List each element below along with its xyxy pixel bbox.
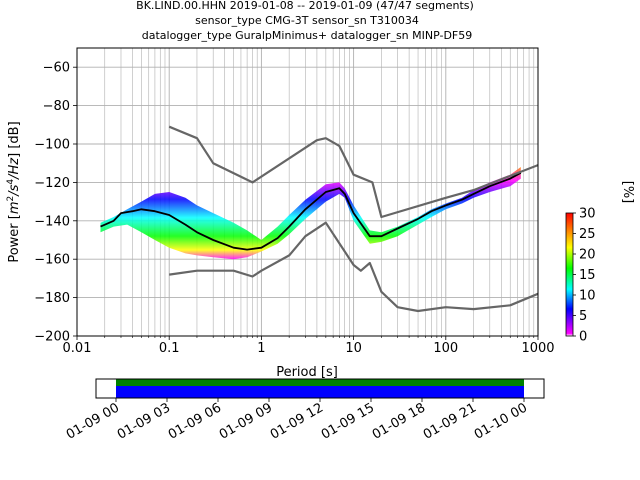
x-tick-label: 1	[257, 341, 265, 356]
y-tick-label: −60	[43, 61, 70, 76]
timeline-tick-label: 01-10 00	[472, 400, 530, 442]
x-tick-label: 0.01	[63, 341, 92, 356]
timeline-tick-label: 01-09 12	[268, 400, 326, 442]
colorbar-tick-label: 20	[579, 248, 596, 263]
timeline-tick-label: 01-09 18	[370, 400, 428, 442]
y-axis-ticks: −200 −180 −160 −140 −120 −100 −80 −60	[34, 61, 77, 345]
y-tick-label: −100	[34, 138, 70, 153]
x-axis-ticks: 0.01 0.1 1 10 100 1000	[63, 336, 555, 356]
timeline-tick-label: 01-09 09	[217, 400, 275, 442]
colorbar-tick-label: 15	[579, 268, 596, 283]
colorbar: 0 5 10 15 20 25 30 [%]	[565, 181, 635, 345]
colorbar-tick-label: 10	[579, 289, 596, 304]
series-lines	[100, 125, 538, 313]
y-tick-label: −120	[34, 176, 70, 191]
plot-background	[77, 48, 538, 336]
x-axis-label: Period [s]	[276, 365, 338, 380]
x-tick-label: 100	[433, 341, 458, 356]
x-tick-label: 10	[345, 341, 362, 356]
x-tick-label: 1000	[521, 341, 554, 356]
plot-frame	[76, 47, 539, 337]
colorbar-label: [%]	[620, 181, 635, 204]
colorbar-tick-label: 30	[579, 207, 596, 222]
y-axis-label: Power [m2/s4/Hz] [dB]	[6, 121, 22, 262]
y-tick-label: −160	[34, 253, 70, 268]
colorbar-tick-label: 25	[579, 227, 596, 242]
ppsd-axes: 0.01 0.1 1 10 100 1000 −200 −180 −160 −140 −120 −1…	[6, 47, 555, 380]
y-tick-label: −140	[34, 214, 70, 229]
x-tick-label: 0.1	[159, 341, 180, 356]
y-tick-label: −200	[34, 330, 70, 345]
timeline-tick-label: 01-09 21	[421, 400, 479, 442]
timeline-tick-label: 01-09 15	[319, 400, 377, 442]
colorbar-tick-label: 5	[579, 309, 587, 324]
chart-title-line2: sensor_type CMG-3T sensor_sn T310034	[195, 14, 419, 27]
colorbar-ticks: 0 5 10 15 20 25 30	[573, 207, 596, 345]
nlnm-line	[169, 221, 538, 313]
y-tick-label: −180	[34, 291, 70, 306]
mode-line	[100, 172, 522, 251]
chart-title-line3: datalogger_type GuralpMinimus+ datalogge…	[142, 29, 473, 42]
colorbar-tick-label: 0	[579, 330, 587, 345]
timeline-tick-label: 01-09 06	[166, 400, 224, 442]
chart-title-line1: BK.LIND.00.HHN 2019-01-08 -- 2019-01-09 …	[136, 0, 474, 12]
timeline-tick-label: 01-09 03	[115, 400, 173, 442]
timeline-tick-label: 01-09 00	[64, 400, 122, 442]
nhnm-line	[168, 125, 538, 219]
y-tick-label: −80	[43, 99, 70, 114]
timeline-overlay	[116, 379, 524, 386]
colorbar-gradient	[565, 212, 574, 337]
